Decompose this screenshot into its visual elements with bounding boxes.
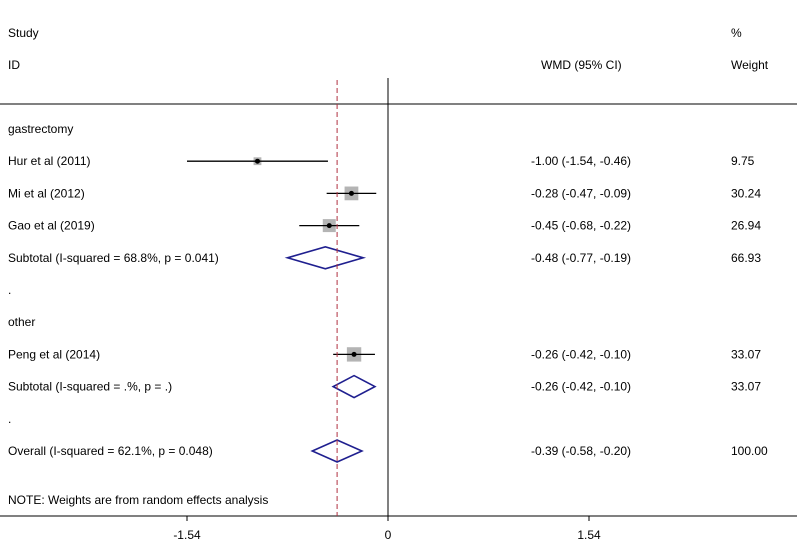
x-tick-label: -1.54 [173, 528, 201, 541]
row-label: Subtotal (I-squared = 68.8%, p = 0.041) [8, 251, 219, 265]
weight-text: 26.94 [731, 219, 761, 233]
point-estimate [326, 223, 332, 229]
ci-text: -0.26 (-0.42, -0.10) [531, 380, 631, 394]
weight-text: 66.93 [731, 251, 761, 265]
row-label: Peng et al (2014) [8, 347, 100, 361]
ci-text: -0.39 (-0.58, -0.20) [531, 444, 631, 458]
x-tick-label: 1.54 [577, 528, 601, 541]
row-label: gastrectomy [8, 122, 73, 136]
pooled-diamond [310, 439, 364, 463]
pooled-diamond [284, 245, 367, 270]
x-tick-label: 0 [385, 528, 392, 541]
weight-text: 33.07 [731, 380, 761, 394]
ci-text: -0.48 (-0.77, -0.19) [531, 251, 631, 265]
row-label: Mi et al (2012) [8, 186, 85, 200]
header-study: Study [8, 26, 39, 40]
forest-rows: gastrectomy Hur et al (2011) -1.00 (-1.54,… [8, 122, 768, 463]
row-label: Gao et al (2019) [8, 219, 95, 233]
weight-text: 9.75 [731, 154, 755, 168]
row-label: . [8, 412, 11, 426]
point-estimate [348, 190, 354, 196]
pooled-diamond [331, 374, 377, 399]
ci-text: -0.28 (-0.47, -0.09) [531, 186, 631, 200]
row-label: Hur et al (2011) [8, 154, 90, 168]
row-label: Overall (I-squared = 62.1%, p = 0.048) [8, 444, 213, 458]
row-label: other [8, 315, 35, 329]
weight-text: 100.00 [731, 444, 768, 458]
note-text: NOTE: Weights are from random effects an… [8, 493, 268, 507]
header-weight-percent: % [731, 26, 742, 40]
x-axis: -1.54 0 1.54 [0, 515, 797, 541]
header-weight: Weight [731, 58, 769, 72]
ci-text: -0.45 (-0.68, -0.22) [531, 219, 631, 233]
point-estimate [351, 351, 357, 357]
ci-text: -0.26 (-0.42, -0.10) [531, 347, 631, 361]
ci-text: -1.00 (-1.54, -0.46) [531, 154, 631, 168]
row-label: . [8, 283, 11, 297]
row-label: Subtotal (I-squared = .%, p = .) [8, 380, 172, 394]
header-effect: WMD (95% CI) [541, 58, 622, 72]
weight-text: 33.07 [731, 347, 761, 361]
weight-text: 30.24 [731, 186, 761, 200]
header-id: ID [8, 58, 20, 72]
point-estimate [254, 158, 260, 164]
